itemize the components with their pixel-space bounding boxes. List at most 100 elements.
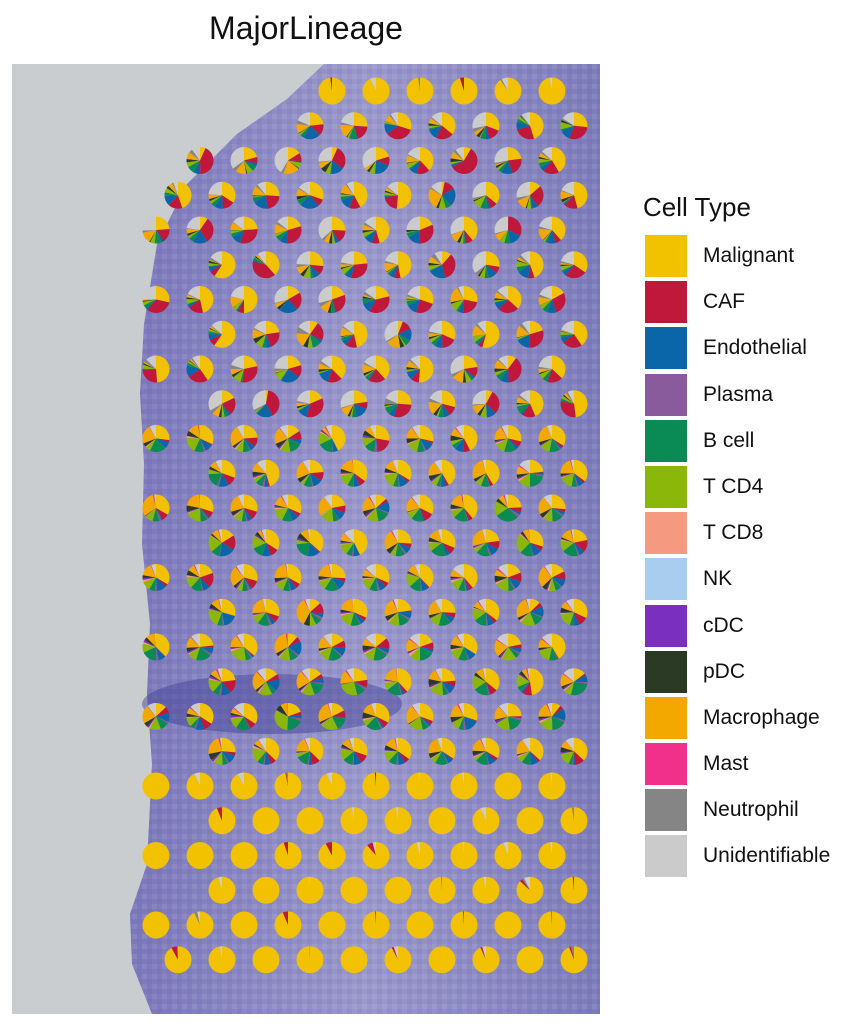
- pie-slice: [326, 772, 332, 786]
- pie-spot: [164, 181, 192, 209]
- pie-slice: [354, 668, 368, 682]
- pie-slice: [450, 644, 464, 650]
- pie-slice: [563, 195, 574, 205]
- pie-spot: [516, 320, 544, 348]
- pie-slice: [255, 254, 266, 265]
- pie-spot: [296, 807, 324, 835]
- pie-slice: [187, 360, 200, 369]
- pie-slice: [279, 299, 288, 310]
- pie-slice: [486, 681, 497, 695]
- pie-slice: [200, 218, 214, 242]
- pie-slice: [539, 299, 552, 306]
- pie-slice: [362, 298, 376, 304]
- pie-slice: [328, 230, 333, 244]
- pie-slice: [574, 473, 579, 487]
- pie-slice: [194, 911, 200, 925]
- pie-spot: [318, 911, 346, 939]
- pie-slice: [230, 566, 244, 586]
- pie-slice: [298, 181, 310, 196]
- pie-slice: [483, 876, 486, 891]
- pie-spot: [274, 216, 302, 244]
- pie-slice: [389, 264, 398, 278]
- pie-spot: [230, 842, 258, 869]
- pie-slice: [530, 529, 544, 547]
- legend-swatch: [645, 281, 687, 324]
- pie-slice: [560, 751, 574, 754]
- pie-slice: [552, 438, 562, 449]
- legend-title: Cell Type: [643, 192, 751, 222]
- pie-slice: [384, 807, 412, 835]
- pie-slice: [406, 160, 420, 164]
- pie-slice: [323, 633, 332, 647]
- pie-slice: [539, 369, 552, 379]
- pie-slice: [328, 647, 342, 661]
- pie-slice: [143, 299, 156, 309]
- pie-slice: [190, 636, 200, 647]
- pie-slice: [518, 395, 530, 404]
- pie-slice: [524, 876, 530, 891]
- pie-slice: [538, 228, 552, 241]
- pie-slice: [560, 747, 574, 753]
- pie-slice: [398, 251, 412, 279]
- pie-slice: [464, 508, 469, 521]
- pie-slice: [560, 946, 588, 974]
- pie-slice: [222, 751, 229, 764]
- pie-slice: [494, 299, 508, 302]
- pie-slice: [434, 251, 442, 265]
- pie-slice: [420, 508, 433, 521]
- pie-slice: [420, 633, 433, 647]
- pie-slice: [429, 390, 442, 404]
- pie-slice: [340, 112, 354, 126]
- pie-slice: [310, 181, 324, 200]
- pie-slice: [342, 326, 354, 335]
- pie-slice: [542, 508, 552, 519]
- pie-slice: [296, 333, 310, 346]
- pie-slice: [420, 577, 430, 589]
- pie-slice: [209, 259, 222, 265]
- pie-slice: [430, 187, 442, 196]
- pie-slice: [144, 716, 156, 727]
- pie-spot: [428, 807, 456, 835]
- pie-slice: [200, 148, 214, 174]
- pie-spot: [538, 772, 566, 800]
- pie-slice: [222, 612, 225, 626]
- pie-slice: [362, 647, 376, 653]
- pie-slice: [530, 612, 543, 625]
- pie-slice: [349, 403, 354, 418]
- pie-slice: [375, 911, 376, 925]
- pie-slice: [310, 529, 324, 552]
- pie-slice: [498, 564, 508, 578]
- pie-slice: [568, 751, 574, 765]
- pie-spot: [340, 459, 368, 487]
- pie-slice: [574, 542, 585, 555]
- pie-slice: [475, 473, 486, 483]
- pie-slice: [362, 434, 376, 439]
- pie-slice: [362, 298, 376, 300]
- pie-slice: [550, 772, 552, 786]
- pie-slice: [347, 403, 354, 417]
- pie-spot: [230, 494, 258, 522]
- pie-slice: [188, 160, 200, 173]
- pie-slice: [477, 320, 486, 335]
- pie-spot: [230, 772, 258, 800]
- pie-slice: [376, 508, 389, 522]
- pie-slice: [149, 577, 156, 591]
- pie-slice: [464, 577, 467, 591]
- pie-slice: [301, 681, 315, 696]
- pie-slice: [303, 612, 310, 626]
- pie-slice: [362, 296, 376, 300]
- pie-slice: [429, 529, 442, 543]
- pie-slice: [392, 529, 398, 543]
- pie-slice: [261, 529, 266, 543]
- pie-slice: [429, 334, 442, 343]
- pie-slice: [408, 716, 420, 725]
- pie-slice: [486, 459, 500, 485]
- pie-slice: [274, 428, 288, 444]
- pie-slice: [398, 610, 412, 613]
- pie-slice: [494, 842, 522, 869]
- pie-slice: [463, 716, 466, 731]
- pie-slice: [186, 160, 200, 168]
- pie-slice: [200, 572, 214, 587]
- pie-slice: [275, 577, 288, 584]
- pie-slice: [516, 473, 530, 478]
